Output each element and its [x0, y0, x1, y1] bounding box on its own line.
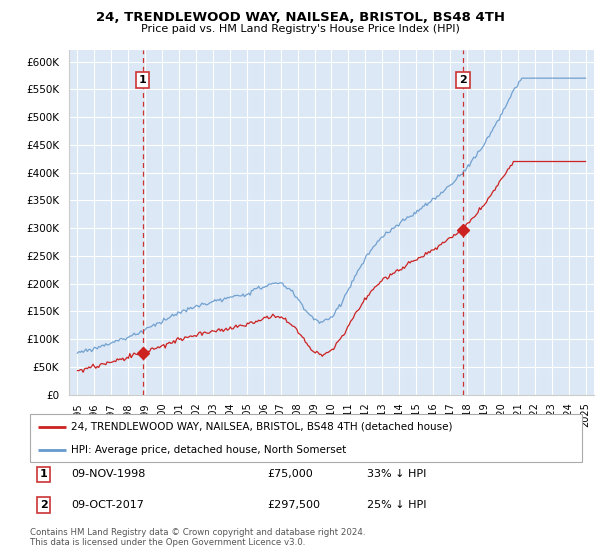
- Text: 09-OCT-2017: 09-OCT-2017: [71, 500, 144, 510]
- FancyBboxPatch shape: [30, 414, 582, 462]
- Text: £297,500: £297,500: [268, 500, 320, 510]
- Text: 2: 2: [40, 500, 47, 510]
- Text: HPI: Average price, detached house, North Somerset: HPI: Average price, detached house, Nort…: [71, 445, 347, 455]
- Text: 33% ↓ HPI: 33% ↓ HPI: [367, 469, 426, 479]
- Text: 2: 2: [459, 75, 467, 85]
- Text: Contains HM Land Registry data © Crown copyright and database right 2024.
This d: Contains HM Land Registry data © Crown c…: [30, 528, 365, 547]
- Text: 09-NOV-1998: 09-NOV-1998: [71, 469, 146, 479]
- Text: 25% ↓ HPI: 25% ↓ HPI: [367, 500, 426, 510]
- Text: 24, TRENDLEWOOD WAY, NAILSEA, BRISTOL, BS48 4TH: 24, TRENDLEWOOD WAY, NAILSEA, BRISTOL, B…: [95, 11, 505, 24]
- Text: Price paid vs. HM Land Registry's House Price Index (HPI): Price paid vs. HM Land Registry's House …: [140, 24, 460, 34]
- Text: 1: 1: [139, 75, 146, 85]
- Text: 24, TRENDLEWOOD WAY, NAILSEA, BRISTOL, BS48 4TH (detached house): 24, TRENDLEWOOD WAY, NAILSEA, BRISTOL, B…: [71, 422, 453, 432]
- Text: 1: 1: [40, 469, 47, 479]
- Text: £75,000: £75,000: [268, 469, 313, 479]
